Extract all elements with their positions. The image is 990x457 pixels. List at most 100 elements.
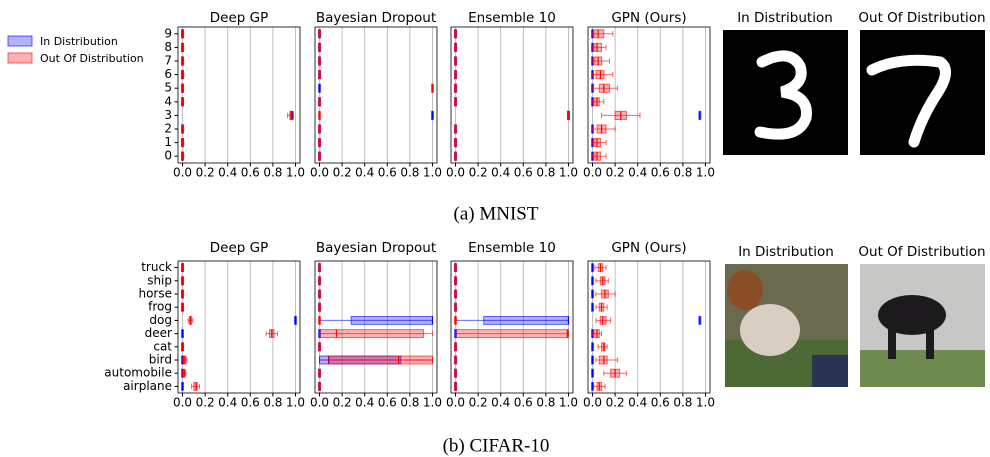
image-title: Out Of Distribution (858, 244, 985, 260)
x-tick-label: 0.0 (310, 166, 329, 180)
x-tick-label: 0.2 (333, 396, 352, 410)
x-tick-label: 0.4 (355, 166, 374, 180)
x-tick-label: 0.8 (536, 166, 555, 180)
y-tick-label: 5 (164, 81, 172, 95)
x-tick-label: 0.6 (651, 166, 670, 180)
panel-title: Ensemble 10 (468, 240, 556, 256)
x-tick-label: 0.2 (196, 396, 215, 410)
x-tick-label: 0.2 (469, 396, 488, 410)
y-tick-label: 2 (164, 122, 172, 136)
x-tick-label: 0.2 (606, 166, 625, 180)
panel-title: Ensemble 10 (468, 10, 556, 26)
x-tick-label: 0.6 (378, 396, 397, 410)
x-tick-label: 0.6 (651, 396, 670, 410)
x-tick-label: 0.0 (446, 166, 465, 180)
legend-label: Out Of Distribution (40, 52, 144, 65)
y-tick-label: 8 (164, 40, 172, 54)
x-tick-label: 0.4 (628, 396, 647, 410)
x-tick-label: 0.2 (196, 166, 215, 180)
box (328, 355, 433, 365)
plot-frame (177, 26, 301, 164)
x-tick-label: 0.2 (606, 396, 625, 410)
x-tick-label: 1.0 (559, 166, 578, 180)
x-tick-label: 1.0 (559, 396, 578, 410)
box (594, 42, 603, 52)
x-tick-label: 0.2 (469, 166, 488, 180)
x-tick-label: 0.6 (241, 166, 260, 180)
x-tick-label: 0.6 (514, 396, 533, 410)
x-tick-label: 0.4 (628, 166, 647, 180)
x-tick-label: 0.8 (400, 166, 419, 180)
y-tick-label: airplane (123, 379, 172, 393)
x-tick-label: 1.0 (423, 396, 442, 410)
y-tick-label: 6 (164, 67, 172, 81)
image-title: In Distribution (738, 244, 834, 260)
x-tick-label: 1.0 (696, 166, 715, 180)
x-tick-label: 0.8 (673, 396, 692, 410)
legend-swatch (7, 35, 33, 47)
y-tick-label: deer (145, 326, 172, 340)
x-tick-label: 0.8 (673, 166, 692, 180)
y-tick-label: 4 (164, 94, 172, 108)
y-tick-label: 7 (164, 54, 172, 68)
x-tick-label: 1.0 (286, 396, 305, 410)
x-tick-label: 1.0 (286, 166, 305, 180)
x-tick-label: 0.4 (355, 396, 374, 410)
y-tick-label: ship (147, 273, 172, 287)
x-tick-label: 0.8 (263, 166, 282, 180)
x-tick-label: 0.8 (400, 396, 419, 410)
x-tick-label: 0.8 (536, 396, 555, 410)
x-tick-label: 0.0 (173, 396, 192, 410)
plot-frame (450, 26, 574, 164)
x-tick-label: 0.8 (263, 396, 282, 410)
cifar-images (725, 264, 985, 387)
panel-title: GPN (Ours) (611, 240, 686, 256)
image-title: Out Of Distribution (858, 10, 985, 26)
image-part (860, 350, 985, 387)
caption: (b) CIFAR-10 (443, 435, 550, 456)
image (860, 30, 985, 155)
y-tick-label: truck (141, 260, 172, 274)
panel-title: GPN (Ours) (611, 10, 686, 26)
image-part (727, 270, 763, 310)
x-tick-label: 0.0 (583, 166, 602, 180)
x-tick-label: 0.4 (491, 396, 510, 410)
plot-frame (587, 260, 711, 394)
y-tick-label: 1 (164, 135, 172, 149)
legend-swatch (7, 52, 33, 64)
x-tick-label: 0.2 (333, 166, 352, 180)
x-tick-label: 0.6 (241, 396, 260, 410)
y-tick-label: 9 (164, 26, 172, 40)
legend-label: In Distribution (40, 35, 118, 48)
box (594, 29, 605, 39)
digit-seven (866, 54, 951, 148)
plot-frame (177, 260, 301, 394)
x-tick-label: 0.0 (173, 166, 192, 180)
image-title: In Distribution (737, 10, 833, 26)
panel-title: Bayesian Dropout (316, 10, 436, 26)
x-tick-label: 0.0 (583, 396, 602, 410)
plot-frame (314, 26, 438, 164)
y-tick-label: automobile (104, 366, 172, 380)
y-tick-label: frog (148, 300, 172, 314)
digit-three (754, 50, 812, 140)
y-tick-label: 3 (164, 108, 172, 122)
box (483, 315, 569, 325)
y-tick-label: dog (149, 313, 172, 327)
caption: (a) MNIST (454, 203, 539, 224)
box (350, 315, 433, 325)
x-tick-label: 1.0 (696, 396, 715, 410)
image-part (926, 325, 934, 359)
plot-frame (587, 26, 711, 164)
mnist-images (723, 30, 985, 155)
x-tick-label: 0.4 (218, 166, 237, 180)
panel-title: Bayesian Dropout (316, 240, 436, 256)
x-tick-label: 0.0 (446, 396, 465, 410)
x-tick-label: 0.4 (218, 396, 237, 410)
y-tick-label: horse (138, 287, 172, 301)
panel-title: Deep GP (210, 10, 268, 26)
x-tick-label: 0.4 (491, 166, 510, 180)
y-tick-label: bird (149, 353, 172, 367)
x-tick-label: 0.6 (378, 166, 397, 180)
